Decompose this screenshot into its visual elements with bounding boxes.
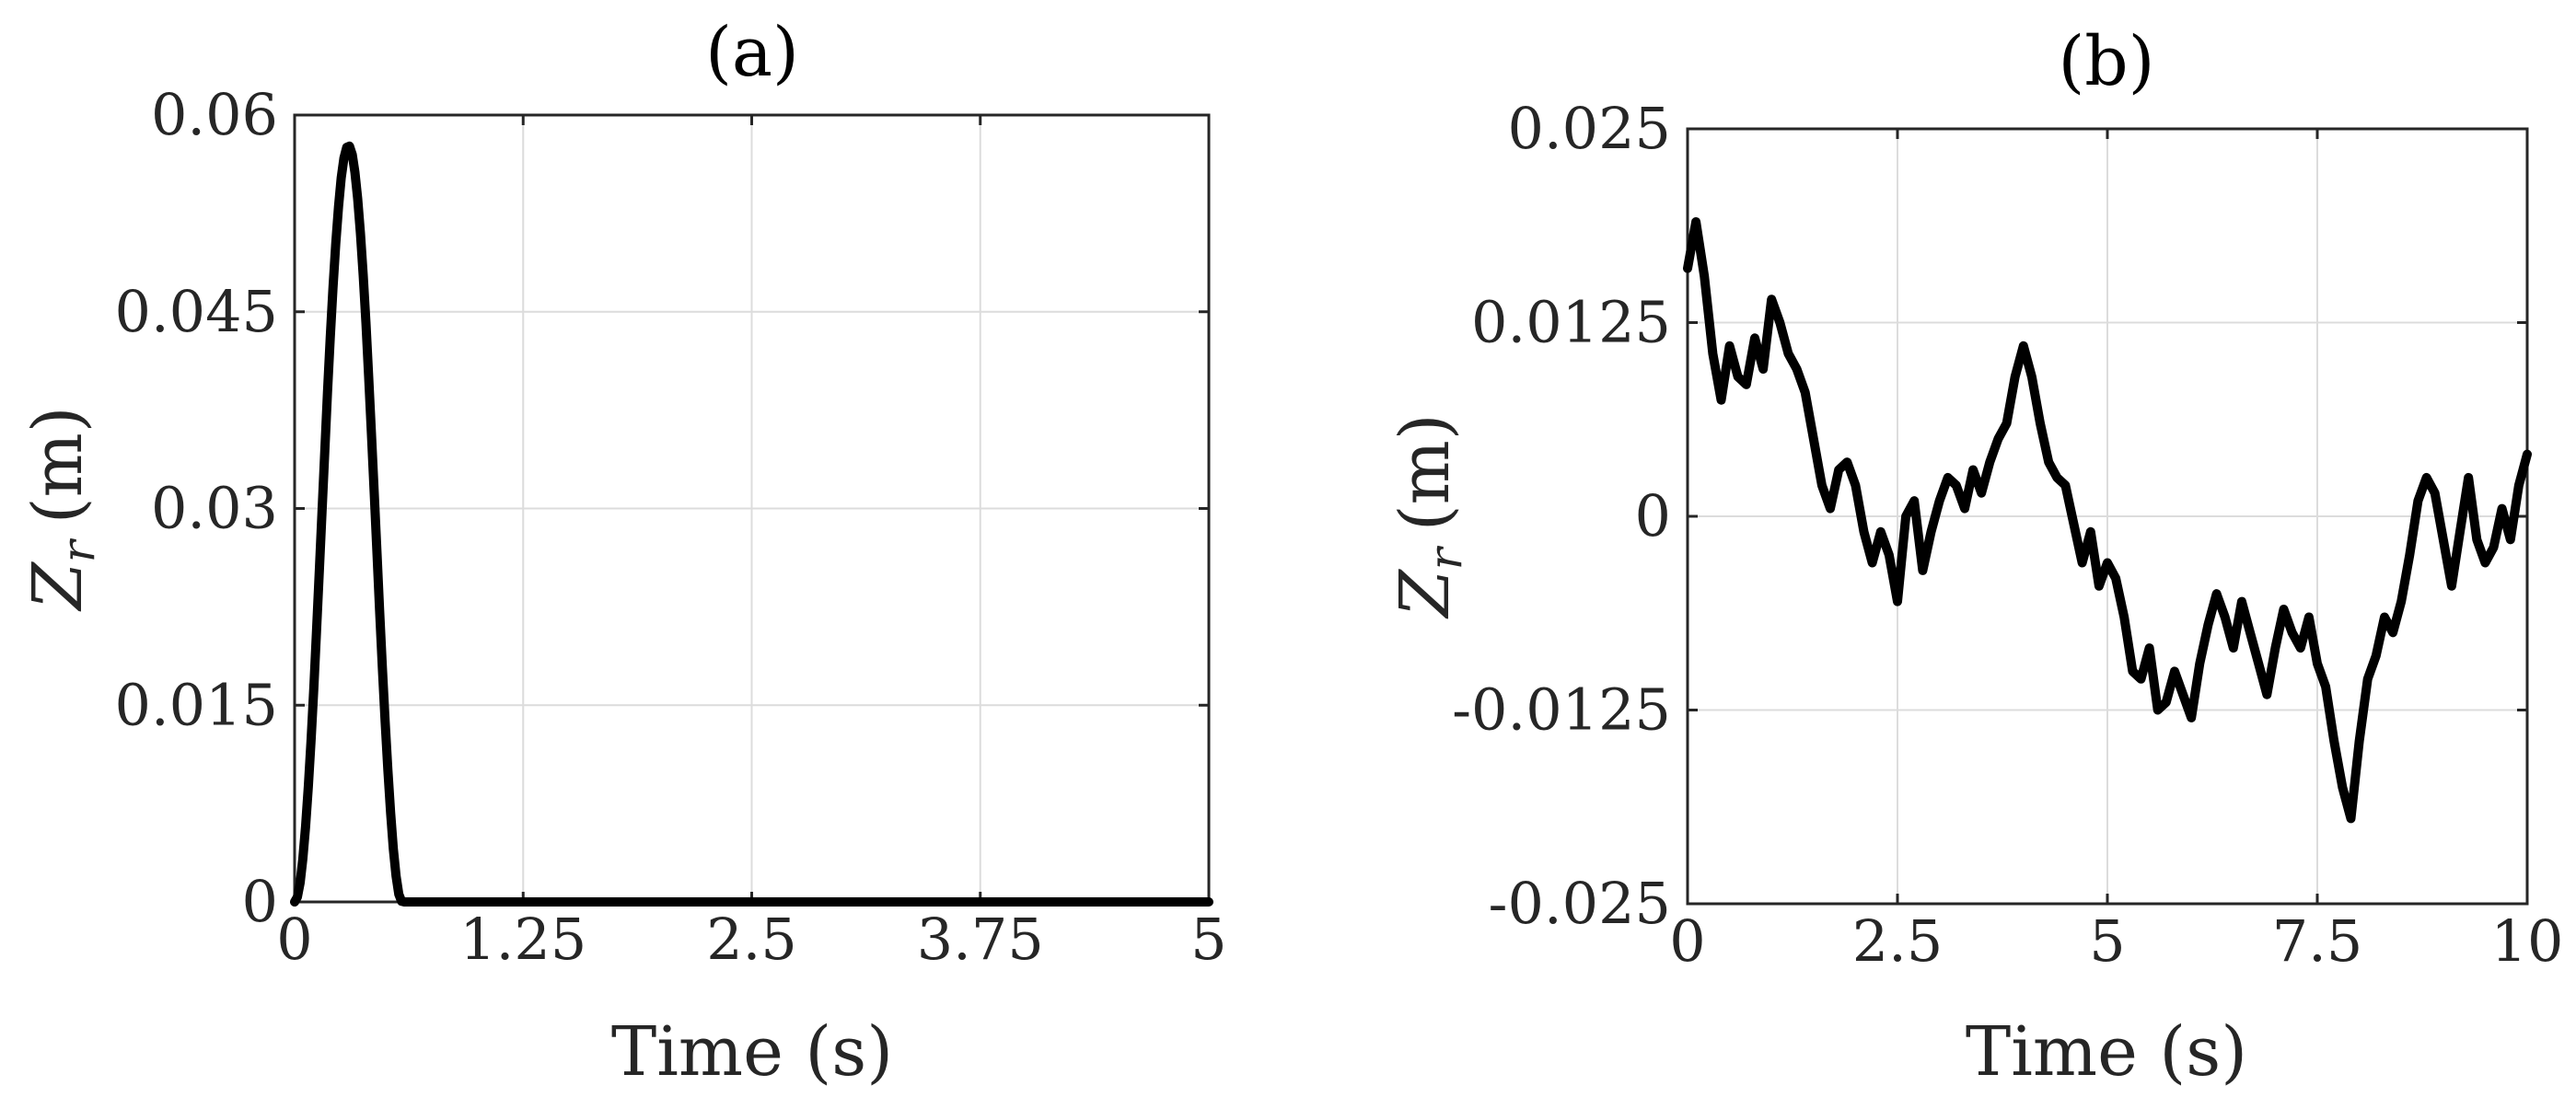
panel-b-ylabel: Zr (m) — [1386, 413, 1472, 618]
panel-b-ytick-label: 0.0125 — [1471, 289, 1671, 356]
panel-b-ytick-label: 0.025 — [1508, 95, 1672, 162]
panel-a-ytick-label: 0.06 — [151, 81, 278, 148]
panel-b-ytick-label: -0.025 — [1489, 870, 1671, 937]
panel-b-title: (b) — [2058, 22, 2154, 101]
panel-a-series-line — [290, 141, 1213, 907]
panel-a-ytick-label: 0.045 — [115, 278, 279, 345]
panel-a-ytick-label: 0 — [242, 868, 278, 935]
panel-b-series-line — [1683, 217, 2532, 824]
panel-b-xtick-label: 2.5 — [1852, 907, 1944, 975]
panel-b-ylabel-unit: (m) — [1386, 413, 1465, 531]
panel-a-ylabel: Zr (m) — [18, 406, 105, 611]
panel-b-xtick-label: 5 — [2089, 907, 2125, 975]
panel-a-xtick-label: 2.5 — [706, 906, 797, 973]
panel-a-ytick-label: 0.015 — [115, 671, 279, 738]
panel-b-xtick-label: 0 — [1669, 907, 1705, 975]
panel-a-ylabel-main: Z — [18, 561, 98, 612]
panel-b-ylabel-main: Z — [1386, 569, 1465, 619]
panel-a-ytick-label: 0.03 — [151, 475, 278, 542]
panel-a-chart: (a) 0 1.25 2.5 3.75 5 0 0.015 0.03 0.045 0.06 Tim… — [18, 13, 1227, 1092]
panel-a-ylabel-unit: (m) — [18, 406, 98, 524]
panel-b-ytick-label: 0 — [1635, 482, 1671, 549]
panel-b-chart: (b) 0 2.5 5 7.5 10-0.025-0.012500.01250.025 … — [1386, 22, 2563, 1092]
panel-a-xtick-label: 3.75 — [917, 906, 1044, 973]
panel-a-ticks: 0 1.25 2.5 3.75 5 0 0.015 0.03 0.045 0.06 — [115, 81, 1227, 973]
panel-a-xtick-label: 0 — [276, 906, 312, 973]
panel-b-ylabel-sub: r — [1419, 545, 1472, 570]
panel-b-xtick-label: 7.5 — [2272, 907, 2363, 975]
panel-b-ticks: 0 2.5 5 7.5 10 -0.025 -0.0125 0 0.0125 0.025 — [1452, 95, 2563, 975]
panel-a-xtick-label: 5 — [1190, 906, 1226, 973]
panel-a-xtick-label: 1.25 — [459, 906, 586, 973]
panel-b-ytick-label: -0.0125 — [1452, 676, 1671, 744]
panel-a-ylabel-sub: r — [52, 537, 105, 562]
panel-a-grid — [294, 114, 1210, 903]
panel-a-title: (a) — [705, 13, 799, 92]
panel-a-xlabel: Time (s) — [611, 1012, 893, 1092]
panel-b-grid — [1687, 128, 2528, 905]
panel-b-xtick-label: 10 — [2491, 907, 2564, 975]
panel-b-xlabel: Time (s) — [1966, 1012, 2247, 1092]
